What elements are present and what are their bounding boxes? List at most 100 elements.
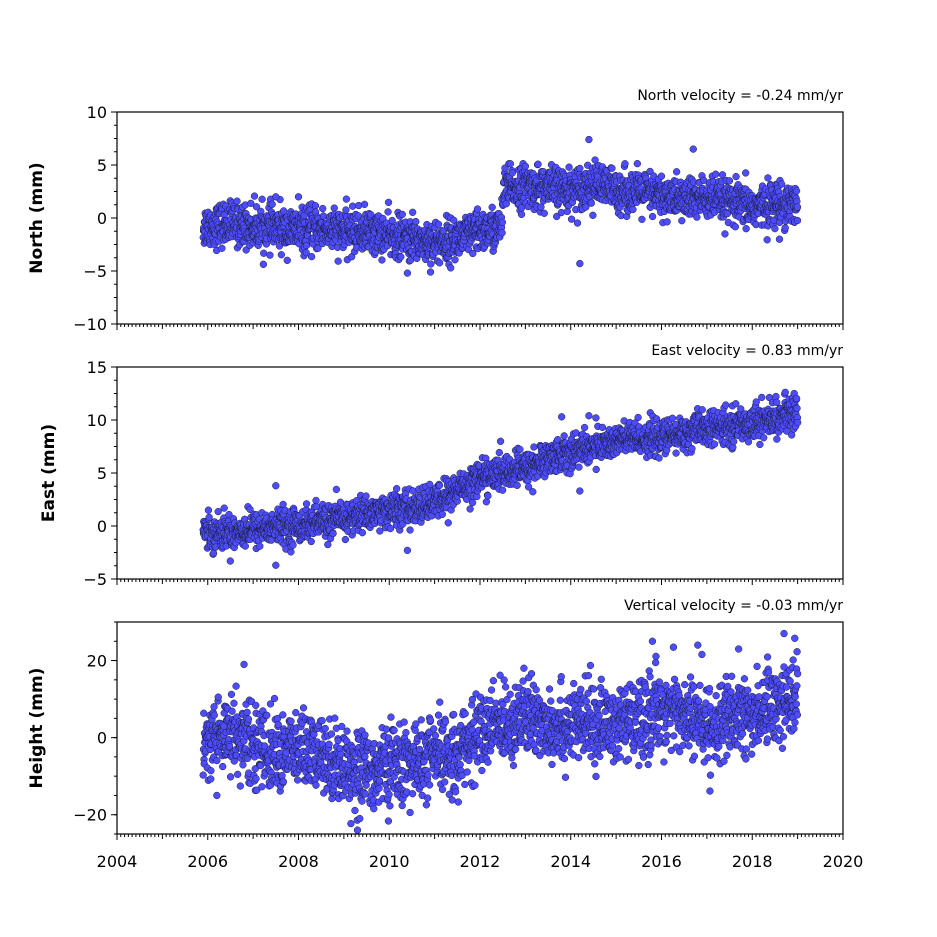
north-data-point: [233, 197, 241, 205]
east-data-point: [781, 388, 789, 396]
north-data-point: [473, 205, 482, 213]
north-data-point: [725, 177, 734, 185]
north-data-point: [792, 187, 801, 195]
east-data-point: [376, 527, 384, 535]
north-data-point: [498, 229, 506, 237]
north-data-point: [469, 249, 477, 258]
north-outlier-point: [585, 135, 593, 144]
east-data-point: [341, 535, 350, 544]
north-data-point: [672, 168, 681, 176]
east-outlier-point: [403, 546, 412, 555]
north-data-point: [280, 207, 288, 215]
east-data-point: [438, 510, 446, 518]
north-data-point: [434, 220, 443, 228]
north-data-point: [582, 203, 590, 211]
east-data-point: [530, 443, 538, 451]
east-ytick-label: −5: [83, 570, 107, 589]
east-data-point: [435, 481, 444, 490]
north-data-point: [565, 163, 573, 171]
north-data-point: [732, 172, 740, 181]
east-outlier-point: [585, 412, 593, 420]
north-data-point: [412, 217, 420, 226]
north-data-point: [252, 203, 261, 211]
north-data-point: [409, 208, 417, 216]
east-data-point: [468, 498, 477, 507]
north-data-point: [712, 170, 720, 178]
east-data-point: [732, 400, 740, 408]
north-data-point: [319, 204, 327, 213]
north-data-point: [388, 216, 396, 225]
east-data-point: [752, 398, 760, 406]
east-ytick-label: 0: [97, 517, 107, 536]
east-data-point: [792, 394, 801, 403]
east-outlier-point: [576, 487, 584, 495]
east-data-point: [209, 549, 218, 557]
north-data-point: [678, 217, 686, 225]
east-data-point: [220, 504, 228, 512]
north-data-point: [450, 216, 458, 224]
north-data-point: [537, 203, 545, 211]
north-data-point: [435, 259, 444, 267]
east-data-point: [592, 465, 600, 474]
north-data-point: [260, 249, 268, 257]
north-data-point: [311, 202, 320, 210]
east-data-point: [324, 540, 332, 549]
east-data-point: [698, 406, 706, 414]
north-data-point: [451, 256, 459, 264]
east-data-point: [312, 496, 320, 505]
north-data-point: [567, 215, 576, 223]
north-data-point: [498, 218, 507, 226]
north-data-point: [621, 160, 629, 168]
north-data-point: [718, 171, 727, 179]
north-data-point: [266, 251, 274, 259]
north-outlier-point: [403, 269, 412, 277]
north-data-point: [608, 164, 616, 172]
east-data-point: [466, 505, 474, 513]
north-data-point: [378, 256, 386, 264]
east-data-point: [794, 418, 802, 427]
east-outlier-point: [558, 413, 566, 421]
east-data-point: [307, 537, 315, 546]
east-data-point: [386, 524, 395, 533]
north-data-point: [259, 260, 268, 268]
east-data-point: [575, 463, 583, 471]
east-ytick-label: 15: [87, 358, 107, 377]
north-data-point: [731, 223, 739, 231]
north-data-point: [348, 202, 357, 210]
north-velocity-annotation: North velocity = -0.24 mm/yr: [637, 88, 843, 104]
east-data-point: [758, 393, 766, 402]
north-data-point: [763, 236, 771, 244]
east-data-point: [580, 423, 589, 432]
north-data-point: [508, 169, 517, 177]
north-data-point: [793, 203, 802, 211]
east-data-point: [246, 505, 254, 514]
east-outlier-point: [444, 519, 452, 527]
north-data-points: [199, 135, 802, 277]
east-data-point: [513, 481, 521, 490]
north-data-point: [700, 176, 708, 185]
north-data-point: [648, 212, 657, 221]
east-data-point: [358, 529, 367, 537]
north-data-point: [721, 230, 729, 238]
east-data-point: [406, 526, 414, 534]
east-data-point: [336, 498, 345, 506]
east-data-point: [225, 510, 233, 519]
north-data-point: [633, 160, 641, 168]
east-data-point: [241, 542, 249, 550]
north-data-point: [342, 206, 350, 214]
north-ytick-label: 5: [97, 156, 107, 175]
north-data-point: [764, 174, 772, 182]
north-data-point: [398, 210, 406, 219]
east-data-point: [496, 437, 505, 445]
north-data-point: [307, 252, 316, 261]
north-data-point: [521, 162, 530, 170]
north-data-point: [360, 200, 369, 209]
north-data-point: [330, 204, 338, 212]
east-data-point: [529, 488, 537, 496]
east-data-point: [392, 485, 401, 493]
north-data-point: [793, 216, 802, 225]
north-data-point: [314, 244, 322, 252]
north-data-point: [342, 195, 351, 203]
